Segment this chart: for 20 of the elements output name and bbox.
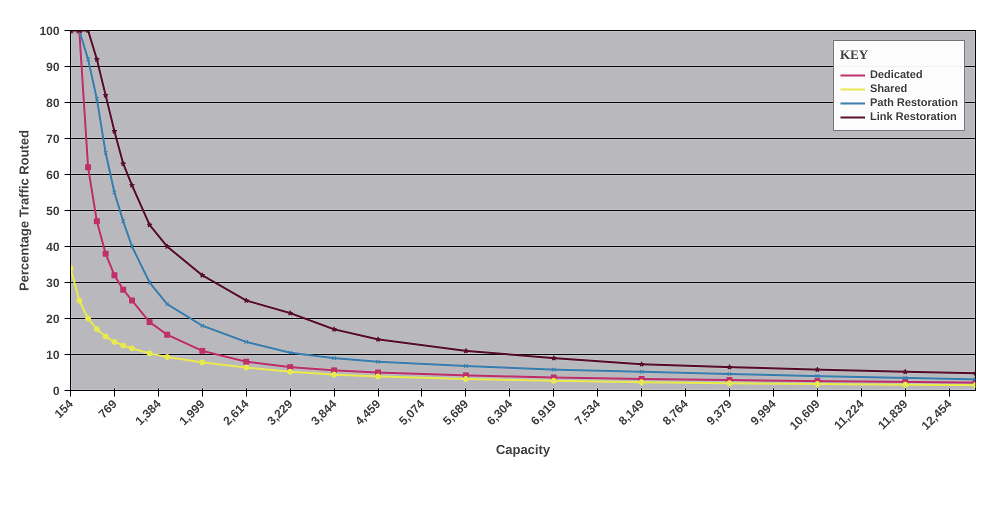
y-tick-label: 40: [46, 240, 60, 254]
y-tick-label: 100: [39, 24, 60, 38]
legend-label: Link Restoration: [870, 111, 957, 123]
legend-title: KEY: [840, 47, 870, 63]
y-tick-label: 0: [52, 384, 60, 398]
y-axis-title: Percentage Traffic Routed: [16, 130, 32, 292]
x-tick-label: 154: [52, 396, 76, 421]
legend-label: Shared: [870, 83, 908, 95]
legend-label: Path Restoration: [870, 97, 958, 109]
y-tick-label: 80: [46, 96, 60, 110]
y-tick-label: 90: [46, 60, 60, 74]
y-tick-label: 10: [46, 348, 60, 362]
y-tick-label: 30: [46, 276, 60, 290]
y-tick-label: 60: [46, 168, 60, 182]
y-tick-label: 50: [46, 204, 60, 218]
x-axis-title: Capacity: [496, 442, 551, 457]
x-tick-label: 769: [96, 396, 120, 421]
legend-label: Dedicated: [870, 69, 923, 81]
y-tick-label: 20: [46, 312, 60, 326]
y-tick-label: 70: [46, 132, 60, 146]
